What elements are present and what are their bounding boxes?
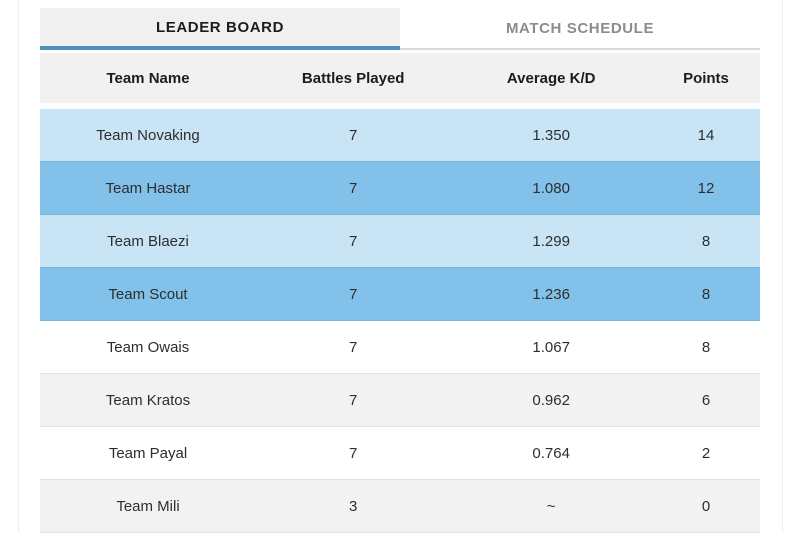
table-row: Team Blaezi 7 1.299 8 [40,215,760,267]
cell-battles-played: 7 [349,232,358,250]
column-header-average-kd: Average K/D [506,69,596,87]
table-row: Team Payal 7 0.764 2 [40,427,760,479]
cell-points: 8 [701,285,711,303]
cell-average-kd: ~ [546,497,556,515]
cell-points: 8 [701,338,711,356]
cell-points: 14 [697,126,715,144]
cell-average-kd: 1.236 [532,285,570,303]
cell-points: 2 [701,444,711,462]
table-body: Team Novaking 7 1.350 14 Team Hastar 7 1.080 12… [40,109,760,533]
cell-points: 8 [701,232,711,250]
cell-average-kd: 0.764 [532,444,570,462]
cell-battles-played: 7 [349,285,358,303]
cell-team-name: Team Kratos [105,391,191,409]
leaderboard-table: Team Name Battles Played Average K/D Poi… [40,53,760,533]
tab-leader-board[interactable]: LEADER BOARD [40,8,400,50]
column-header-points: Points [683,69,729,87]
leaderboard-widget: LEADER BOARD MATCH SCHEDULE Team Name Ba… [40,8,760,533]
table-header-row: Team Name Battles Played Average K/D Poi… [40,53,760,103]
cell-team-name: Team Blaezi [107,232,189,250]
table-row: Team Scout 7 1.236 8 [40,267,760,321]
cell-team-name: Team Novaking [96,126,200,144]
table-row: Team Kratos 7 0.962 6 [40,373,760,427]
cell-team-name: Team Payal [108,444,188,462]
cell-points: 6 [701,391,711,409]
cell-average-kd: 1.299 [532,232,570,250]
column-header-battles-played: Battles Played [301,69,405,87]
cell-battles-played: 7 [349,126,358,144]
cell-battles-played: 3 [349,497,358,515]
cell-average-kd: 0.962 [532,391,570,409]
table-row: Team Hastar 7 1.080 12 [40,161,760,215]
tab-bar: LEADER BOARD MATCH SCHEDULE [40,8,760,50]
cell-average-kd: 1.067 [532,338,570,356]
page-right-edge-line [782,0,783,532]
column-header-team-name: Team Name [106,69,190,87]
cell-battles-played: 7 [349,179,358,197]
cell-average-kd: 1.350 [532,126,570,144]
cell-average-kd: 1.080 [532,179,570,197]
table-row: Team Mili 3 ~0 [40,479,760,533]
cell-points: 12 [697,179,715,197]
cell-team-name: Team Hastar [105,179,191,197]
cell-team-name: Team Scout [108,285,188,303]
cell-team-name: Team Owais [106,338,190,356]
cell-battles-played: 7 [349,338,358,356]
tab-match-schedule[interactable]: MATCH SCHEDULE [400,8,760,50]
table-row: Team Novaking 7 1.350 14 [40,109,760,161]
table-row: Team Owais 7 1.067 8 [40,321,760,373]
cell-battles-played: 7 [349,391,358,409]
cell-team-name: Team Mili [116,497,180,515]
cell-points: 0 [701,497,711,515]
cell-battles-played: 7 [349,444,358,462]
page-left-edge-line [18,0,19,532]
